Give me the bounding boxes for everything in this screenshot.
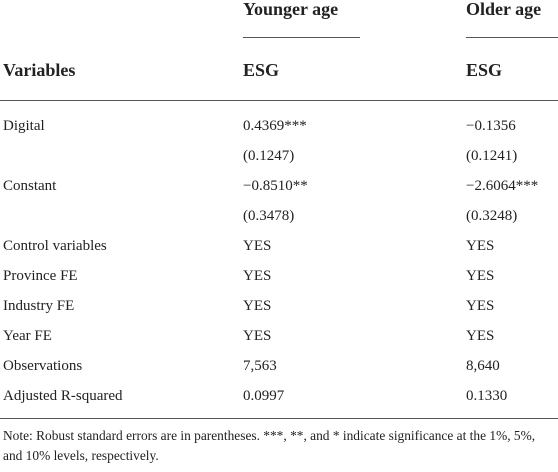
bottom-rule — [0, 418, 558, 419]
cell-digital-se-older: (0.1241) — [466, 148, 518, 164]
row-label-control-variables: Control variables — [3, 238, 107, 254]
variables-header: Variables — [3, 60, 76, 80]
row-label-observations: Observations — [3, 358, 83, 374]
cell-digital-younger: 0.4369*** — [243, 118, 307, 134]
group-underline-younger — [243, 37, 360, 38]
cell-constant-younger: −0.8510** — [243, 178, 308, 194]
row-label-digital: Digital — [3, 118, 45, 134]
table-note: Note: Robust standard errors are in pare… — [3, 428, 536, 463]
cell-constant-se-younger: (0.3478) — [243, 208, 295, 224]
cell-control-younger: YES — [243, 238, 272, 254]
row-label-industry-fe: Industry FE — [3, 298, 75, 314]
cell-province-older: YES — [466, 268, 495, 284]
header-rule — [0, 100, 558, 101]
cell-r2-older: 0.1330 — [466, 388, 508, 404]
cell-constant-older: −2.6064*** — [466, 178, 539, 194]
dependent-var-older: ESG — [466, 60, 503, 80]
dependent-var-younger: ESG — [243, 60, 280, 80]
row-label-constant: Constant — [3, 178, 57, 194]
column-group-younger-age: Younger age — [243, 0, 339, 19]
cell-constant-se-older: (0.3248) — [466, 208, 518, 224]
row-label-province-fe: Province FE — [3, 268, 78, 284]
cell-digital-older: −0.1356 — [466, 118, 516, 134]
cell-year-older: YES — [466, 328, 495, 344]
column-group-older-age: Older age — [466, 0, 542, 19]
row-label-year-fe: Year FE — [3, 328, 52, 344]
cell-r2-younger: 0.0997 — [243, 388, 285, 404]
cell-digital-se-younger: (0.1247) — [243, 148, 295, 164]
cell-industry-older: YES — [466, 298, 495, 314]
cell-observations-older: 8,640 — [466, 358, 500, 374]
cell-industry-younger: YES — [243, 298, 272, 314]
cell-observations-younger: 7,563 — [243, 358, 277, 374]
row-label-adjusted-r-squared: Adjusted R-squared — [3, 388, 123, 404]
cell-control-older: YES — [466, 238, 495, 254]
cell-year-younger: YES — [243, 328, 272, 344]
cell-province-younger: YES — [243, 268, 272, 284]
group-underline-older — [466, 37, 558, 38]
